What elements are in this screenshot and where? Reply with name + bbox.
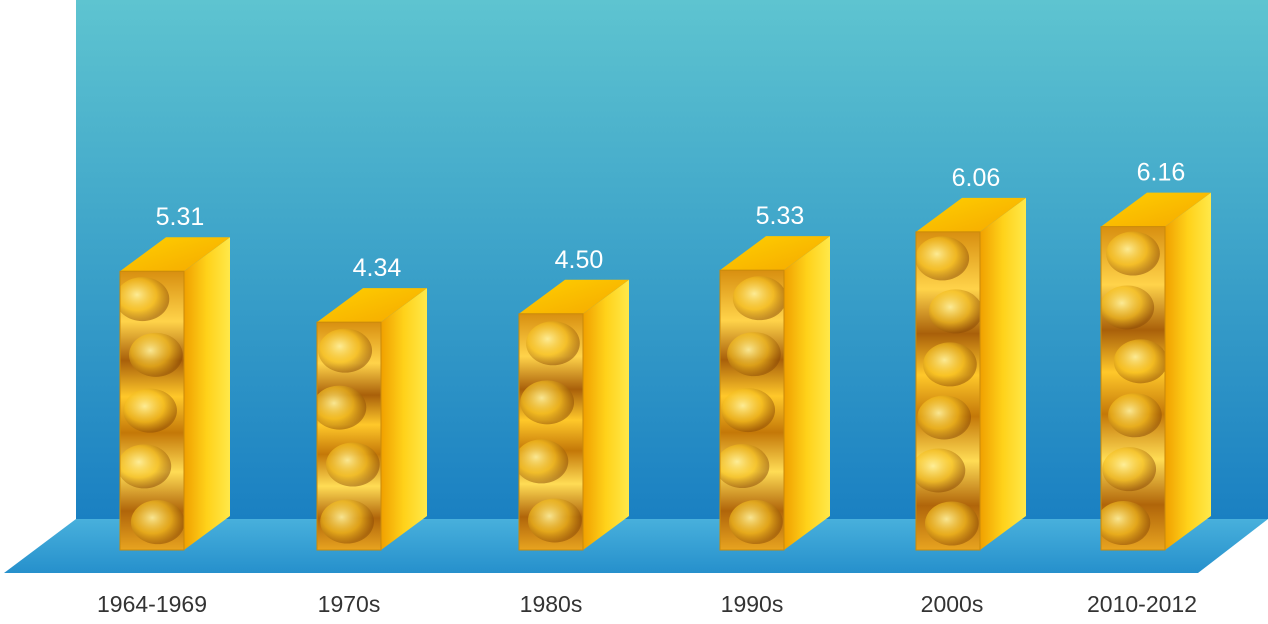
gold-coin-texture xyxy=(520,380,575,425)
gold-coin-texture xyxy=(1101,501,1151,546)
value-label: 5.33 xyxy=(756,202,805,230)
gold-coin-texture xyxy=(1113,339,1165,384)
gold-coin-texture xyxy=(130,500,184,545)
gold-coin-texture xyxy=(519,439,569,484)
bar-side-face xyxy=(980,197,1026,550)
gold-coin-texture xyxy=(1106,231,1160,276)
category-label: 1990s xyxy=(721,591,784,617)
bar-front-face xyxy=(916,231,980,550)
bar-front-face xyxy=(1101,226,1165,550)
gold-coin-texture xyxy=(1108,393,1162,438)
bar-top-face xyxy=(317,288,427,323)
bar-front-outline xyxy=(119,270,185,551)
gold-coin-texture xyxy=(120,444,172,489)
category-label: 1964-1969 xyxy=(97,591,207,617)
gold-coin-texture xyxy=(320,499,374,544)
bar-side-face xyxy=(1165,192,1211,550)
bar-top-face xyxy=(916,197,1026,232)
gold-coin-texture xyxy=(916,448,966,493)
bar-front-outline xyxy=(518,313,584,551)
back-wall xyxy=(76,0,1268,519)
bar-side-face xyxy=(381,288,427,550)
bar-front-outline xyxy=(719,269,785,551)
category-label: 1970s xyxy=(318,591,381,617)
bar-top-face xyxy=(120,237,230,272)
bar xyxy=(316,288,427,551)
value-label: 4.50 xyxy=(555,246,604,274)
gold-coin-texture xyxy=(721,388,776,433)
gold-coin-texture xyxy=(928,289,980,334)
category-label: 2010-2012 xyxy=(1087,591,1197,617)
bar-top-face xyxy=(519,279,629,314)
gold-coin-texture xyxy=(317,385,367,430)
gold-coin-texture xyxy=(917,395,972,440)
gold-coin-texture xyxy=(1102,447,1157,492)
bar xyxy=(719,236,830,551)
value-label: 5.31 xyxy=(156,203,205,231)
bar-top-face xyxy=(1101,192,1211,227)
gold-coin-texture xyxy=(924,501,979,546)
gold-coin-texture xyxy=(727,332,781,377)
gold-coin-texture xyxy=(318,328,373,373)
bars-layer xyxy=(119,192,1211,551)
gold-coin-texture xyxy=(720,444,770,489)
bar-front-outline xyxy=(1100,226,1166,551)
gold-coin-texture xyxy=(728,500,783,545)
gold-coin-texture xyxy=(527,498,582,543)
gold-coin-texture xyxy=(923,342,977,387)
bar xyxy=(915,197,1026,551)
gold-coin-texture xyxy=(128,332,183,377)
labels-layer: 5.31 1964-1969 4.34 1970s 4.50 1980s 5.33 1990s… xyxy=(97,159,1197,617)
bar xyxy=(119,237,230,551)
bar xyxy=(518,279,629,551)
value-label: 4.34 xyxy=(353,254,402,282)
bar-side-face xyxy=(784,236,830,551)
bar xyxy=(1100,192,1211,551)
gold-coin-texture xyxy=(732,276,784,321)
bar-top-face xyxy=(720,236,830,271)
bar-front-outline xyxy=(915,231,981,551)
category-label: 2000s xyxy=(921,591,984,617)
gold-coin-texture xyxy=(123,388,177,433)
category-label: 1980s xyxy=(520,591,583,617)
gold-coin-texture xyxy=(526,321,580,366)
value-label: 6.06 xyxy=(952,164,1001,192)
gold-coin-texture xyxy=(916,236,970,281)
gold-coin-texture xyxy=(120,277,170,322)
bar-front-outline xyxy=(316,321,382,551)
gold-coin-texture xyxy=(325,442,380,487)
bar-side-face xyxy=(184,237,230,550)
bar-side-face xyxy=(583,279,629,550)
value-label: 6.16 xyxy=(1137,159,1186,187)
gold-coin-texture xyxy=(1101,285,1155,330)
